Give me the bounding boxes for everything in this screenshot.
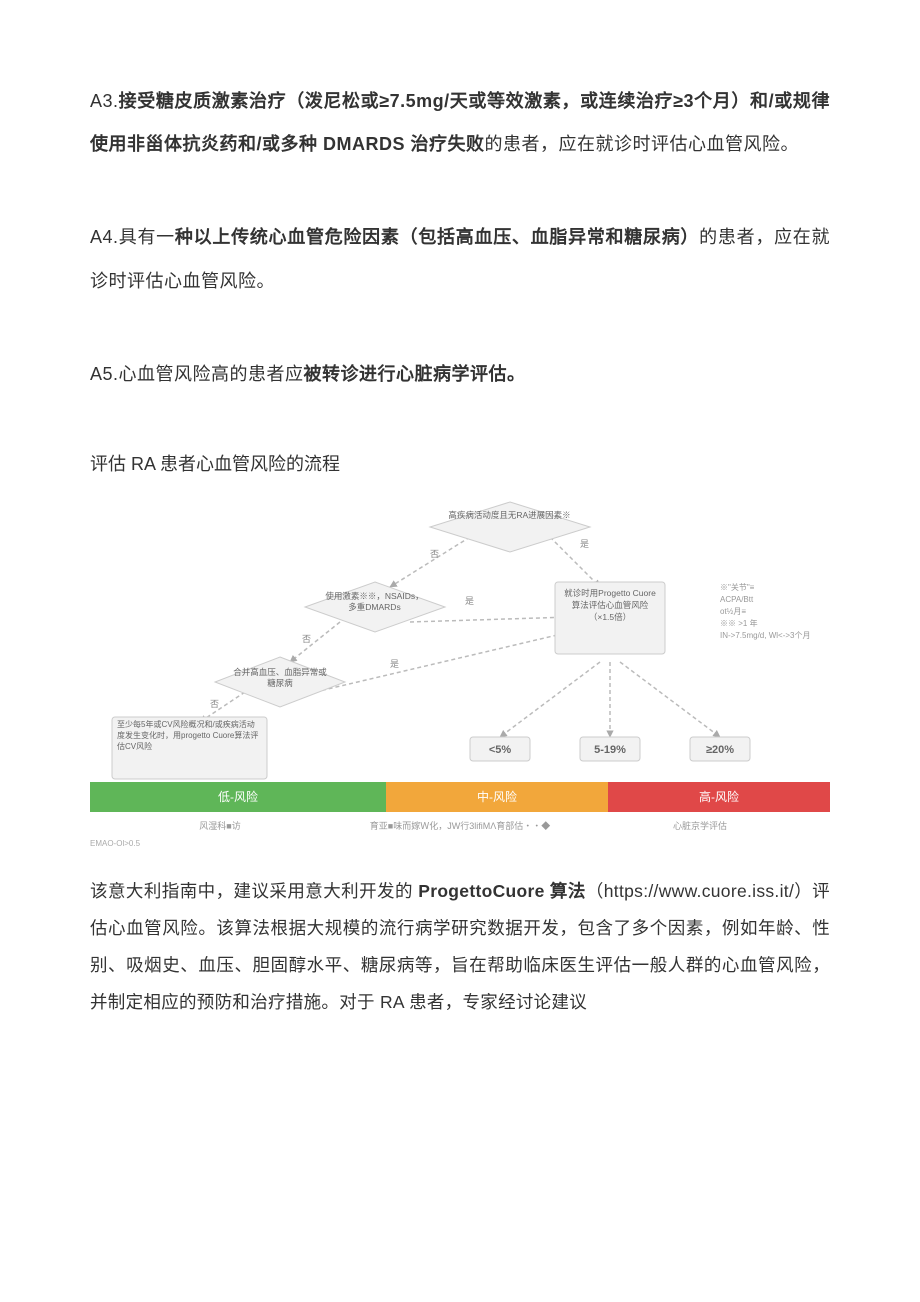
risk-mid: 中-风险: [386, 782, 608, 812]
node-comorbid: 合并高血压、血脂异常或糖尿病: [230, 667, 330, 689]
pct-mid: 5-19%: [594, 744, 626, 756]
flow-title: 评估 RA 患者心血管风险的流程: [90, 446, 830, 482]
risk-sublabels: 风湿科■访 育亚■味而嫁Ｗ化，JW行3lifiMΛ育部估・・◆ 心脏京学评估: [90, 820, 830, 834]
flowchart-svg: 否 是 否 是 否 是 高疾病活动度且无RA进展因素※: [90, 492, 830, 782]
legend-l4: ※※ >1 年: [720, 618, 830, 630]
a4-bold: 种以上传统心血管危险因素（包括高血压、血脂异常和糖尿病）: [175, 227, 699, 247]
sub-mid: 育亚■味而嫁Ｗ化，JW行3lifiMΛ育部估・・◆: [340, 820, 580, 834]
risk-bar: 低-风险 中-风险 高-风险: [90, 782, 830, 812]
sub-right: 心脏京学评估: [580, 820, 820, 834]
para-a3: A3.接受糖皮质激素治疗（泼尼松或≥7.5mg/天或等效激素，或连续治疗≥3个月…: [90, 80, 830, 166]
edge-no-2: 否: [302, 634, 311, 644]
node-cuore: 就诊时用Progetto Cuore算法评估心血管风险（×1.5倍）: [560, 588, 660, 624]
edge-yes-1: 是: [580, 539, 589, 549]
legend-l2: ACPA/Btt: [720, 594, 830, 606]
edge-yes-3: 是: [390, 659, 399, 669]
a3-rest: 的患者，应在就诊时评估心血管风险。: [485, 134, 800, 154]
body-text: 该意大利指南中，建议采用意大利开发的 ProgettoCuore 算法（http…: [90, 873, 830, 1020]
legend-l1: ※"关节"≡: [720, 582, 830, 594]
risk-low: 低-风险: [90, 782, 386, 812]
a3-prefix: A3.: [90, 91, 119, 111]
para-a4: A4.具有一种以上传统心血管危险因素（包括高血压、血脂异常和糖尿病）的患者，应在…: [90, 216, 830, 302]
edge-yes-2: 是: [465, 596, 474, 606]
edge-no-3: 否: [210, 699, 219, 709]
a5-prefix: A5.心血管风险高的患者应: [90, 364, 304, 384]
legend-l3: ot½月≡: [720, 606, 830, 618]
node-top: 高疾病活动度且无RA进展因素※: [442, 510, 577, 521]
node-left: 至少每5年或CV风险概况和/或疾病活动度发生变化时，用progetto Cuor…: [117, 720, 262, 752]
flow-footer: EMAO-Ol>0.5: [90, 839, 830, 848]
edge-no-1: 否: [430, 549, 439, 559]
a5-bold: 被转诊进行心脏病学评估。: [304, 364, 526, 384]
node-drugs: 使用激素※※，NSAIDs，多重DMARDs: [322, 591, 427, 613]
sub-left: 风湿科■访: [100, 820, 340, 834]
flowchart: 否 是 否 是 否 是 高疾病活动度且无RA进展因素※: [90, 492, 830, 849]
flow-legend: ※"关节"≡ ACPA/Btt ot½月≡ ※※ >1 年 IN->7.5mg/…: [720, 582, 830, 642]
risk-high: 高-风险: [608, 782, 830, 812]
legend-l5: IN->7.5mg/d, Wl<->3个月: [720, 630, 830, 642]
pct-low: <5%: [489, 744, 512, 756]
a4-prefix: A4.具有一: [90, 227, 175, 247]
para-a5: A5.心血管风险高的患者应被转诊进行心脏病学评估。: [90, 353, 830, 396]
pct-high: ≥20%: [706, 744, 734, 756]
